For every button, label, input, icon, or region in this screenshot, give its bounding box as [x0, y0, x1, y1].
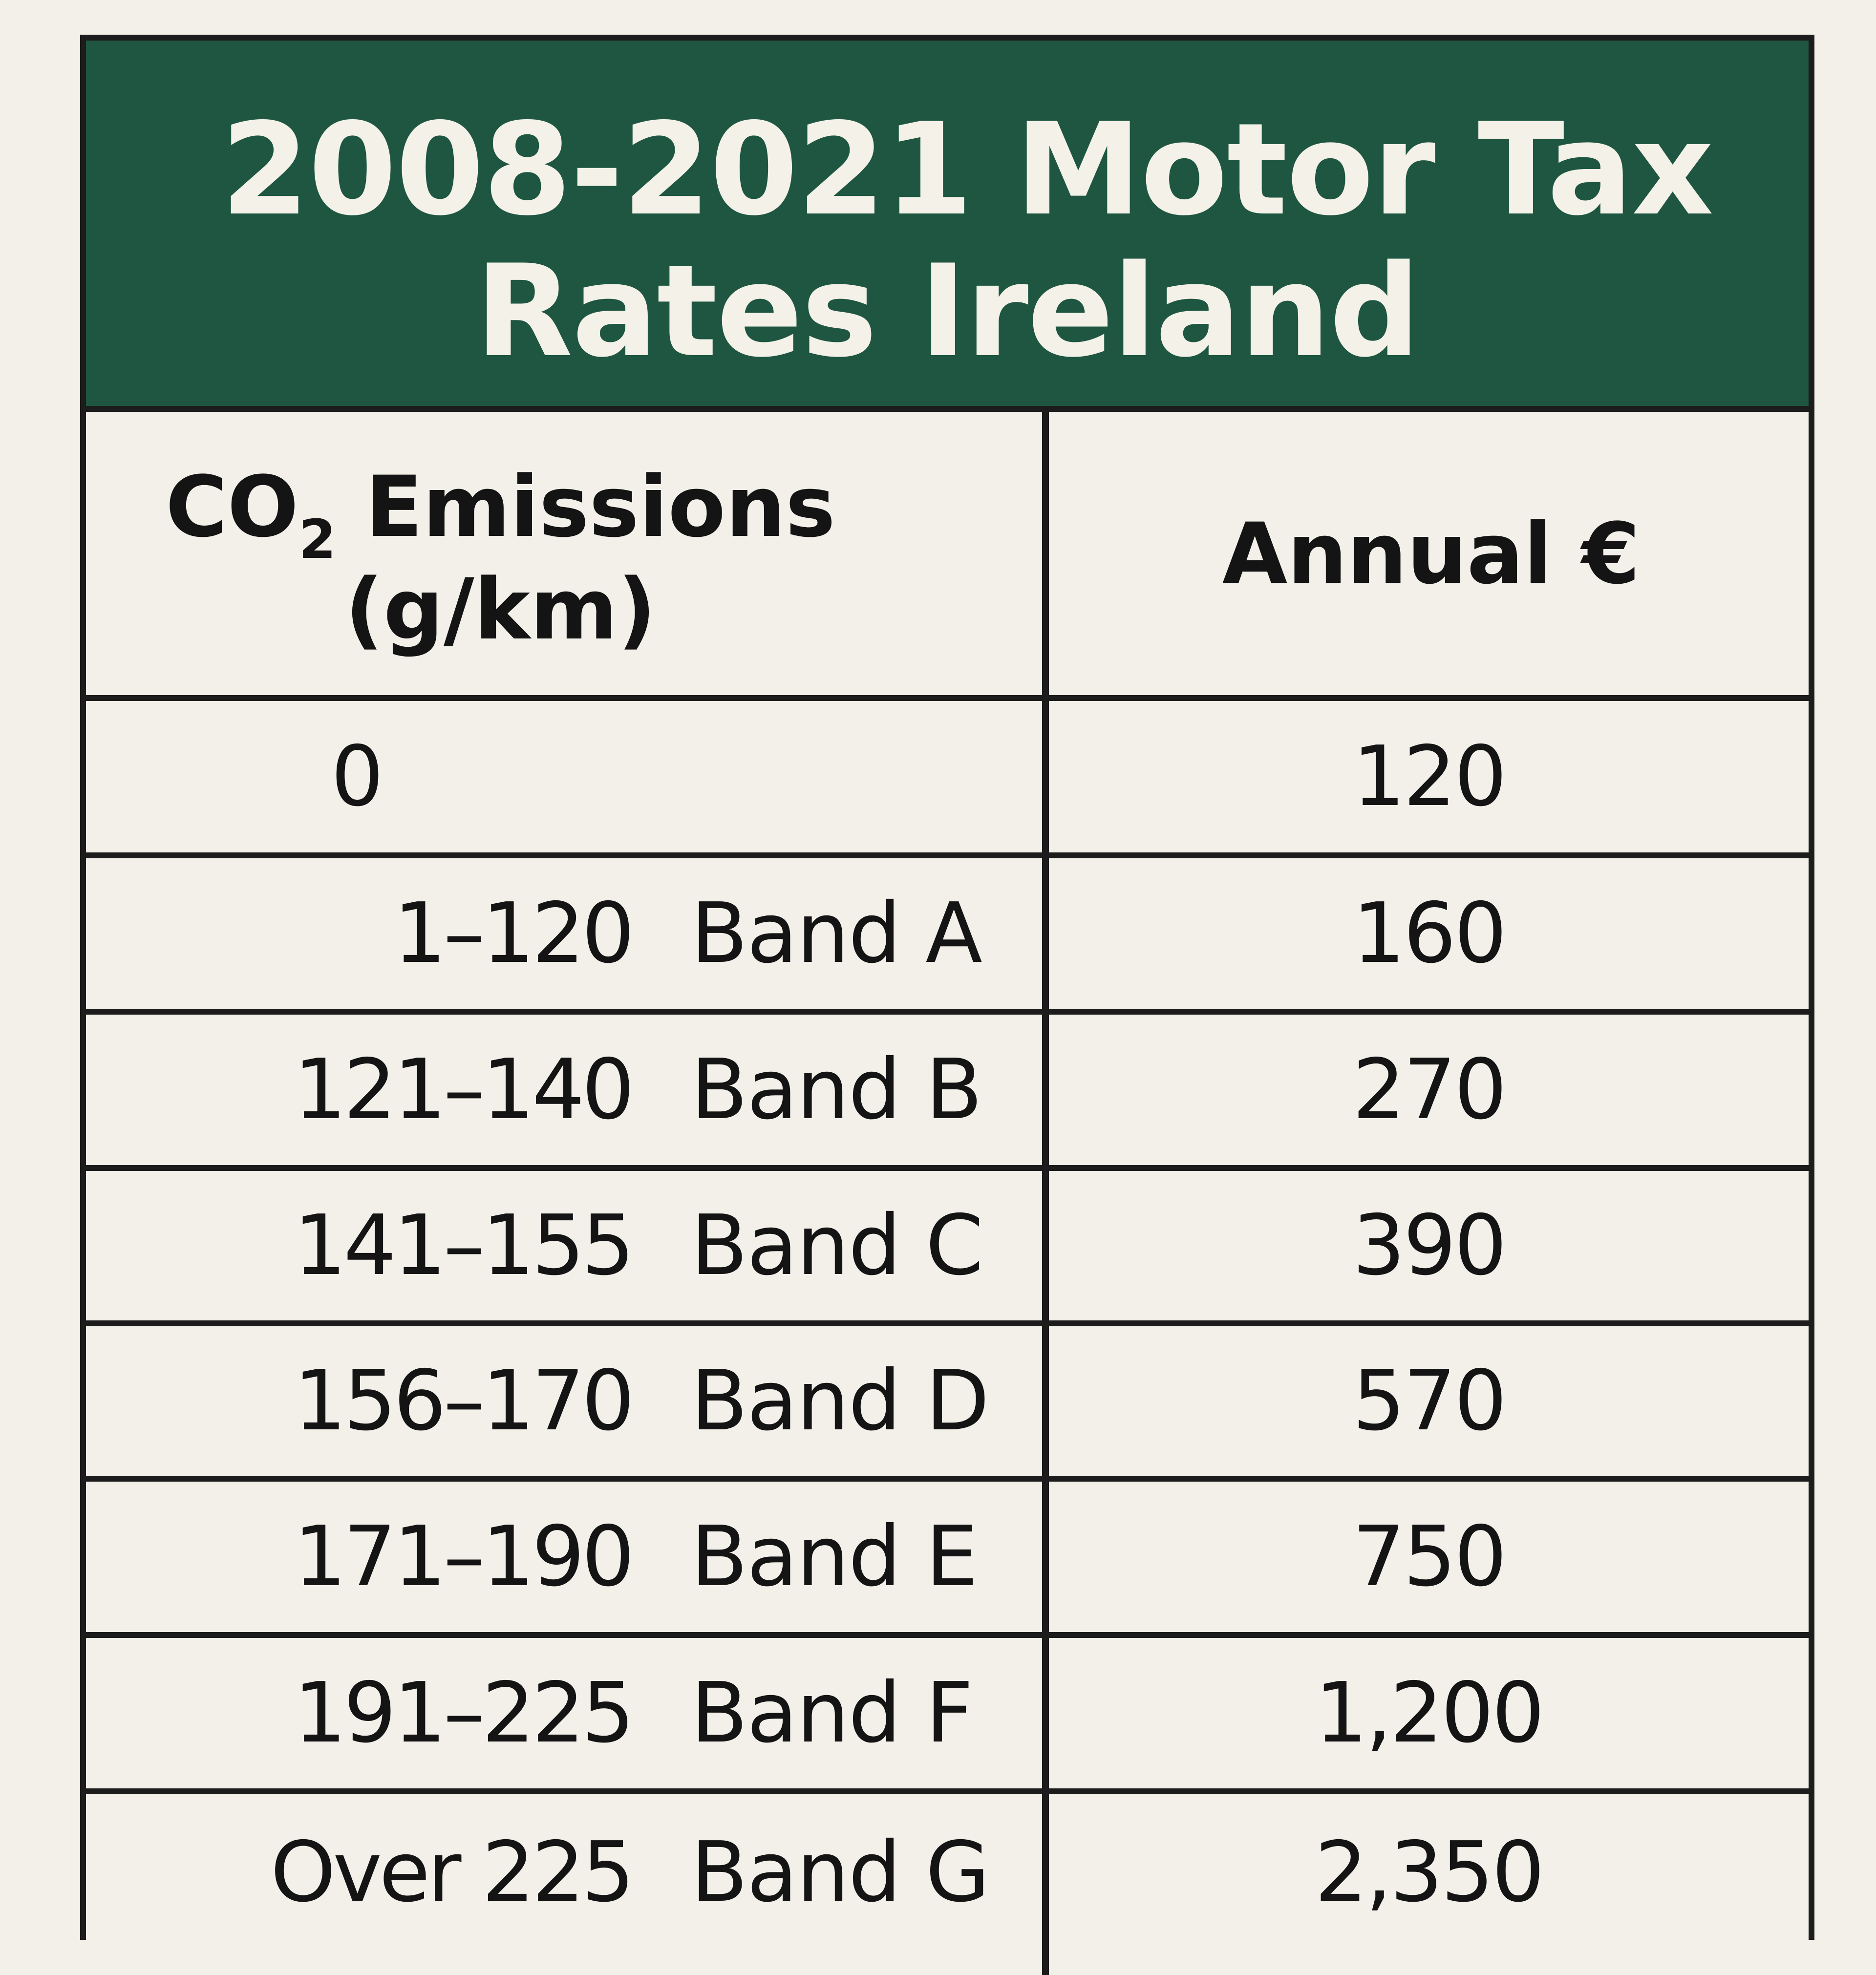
emissions-cell: 121–140 Band B [86, 1015, 1042, 1165]
annual-header-cell: Annual € [1049, 412, 1809, 695]
table-row: 121–140 Band B 270 [86, 1015, 1809, 1171]
title-line-1: 2008-2021 Motor Tax [221, 96, 1714, 244]
co2-header-suffix: Emissions [336, 458, 836, 556]
annual-value: 160 [1352, 885, 1507, 982]
band-label: Band E [691, 1508, 978, 1605]
emissions-range: 171–190 [294, 1508, 635, 1605]
table-row: 171–190 Band E 750 [86, 1482, 1809, 1638]
annual-cell: 1,200 [1049, 1638, 1809, 1788]
emissions-range: 191–225 [294, 1665, 635, 1762]
column-divider [1042, 412, 1049, 1975]
emissions-range: 121–140 [294, 1041, 635, 1138]
annual-cell: 390 [1049, 1171, 1809, 1320]
annual-value: 1,200 [1315, 1665, 1545, 1762]
emissions-cell: 0 [86, 701, 1042, 852]
annual-value: 2,350 [1315, 1824, 1545, 1921]
emissions-cell: 1–120 Band A [86, 858, 1042, 1009]
emissions-cell: 156–170 Band D [86, 1326, 1042, 1476]
annual-value: 120 [1352, 728, 1507, 825]
emissions-range: 0 [331, 728, 384, 825]
band-label: Band F [691, 1665, 973, 1762]
emissions-range: 1–120 [393, 885, 635, 982]
annual-header: Annual € [1222, 504, 1641, 603]
annual-cell: 120 [1049, 701, 1809, 852]
co2-header-cell: CO2 Emissions (g/km) [86, 412, 1042, 695]
page-title: 2008-2021 Motor Tax Rates Ireland [86, 99, 1809, 382]
table-row: Over 225 Band G 2,350 [86, 1794, 1809, 1951]
annual-value: 390 [1352, 1197, 1507, 1294]
co2-header-subscript: 2 [298, 508, 336, 571]
co2-header-units: (g/km) [345, 560, 656, 658]
emissions-cell: Over 225 Band G [86, 1794, 1042, 1951]
annual-cell: 570 [1049, 1326, 1809, 1476]
title-bar: 2008-2021 Motor Tax Rates Ireland [86, 41, 1809, 412]
emissions-range: 156–170 [294, 1353, 635, 1449]
emissions-cell: 141–155 Band C [86, 1171, 1042, 1320]
annual-cell: 160 [1049, 858, 1809, 1009]
table-row: 141–155 Band C 390 [86, 1171, 1809, 1326]
annual-cell: 750 [1049, 1482, 1809, 1632]
emissions-range: Over 225 [270, 1824, 635, 1921]
table-row: 0 120 [86, 701, 1809, 858]
annual-value: 270 [1352, 1041, 1507, 1138]
co2-header-prefix: CO [165, 458, 299, 556]
annual-value: 750 [1352, 1508, 1507, 1605]
band-label: Band G [691, 1824, 990, 1921]
emissions-cell: 171–190 Band E [86, 1482, 1042, 1632]
table-row: 191–225 Band F 1,200 [86, 1638, 1809, 1794]
band-label: Band B [691, 1041, 982, 1138]
emissions-range: 141–155 [294, 1197, 635, 1294]
band-label: Band D [691, 1353, 989, 1449]
band-label: Band A [691, 885, 982, 982]
annual-cell: 2,350 [1049, 1794, 1809, 1951]
annual-cell: 270 [1049, 1015, 1809, 1165]
emissions-cell: 191–225 Band F [86, 1638, 1042, 1788]
motor-tax-table: 2008-2021 Motor Tax Rates Ireland CO2 Em… [80, 35, 1814, 1975]
table-row: 1–120 Band A 160 [86, 858, 1809, 1015]
table-header-row: CO2 Emissions (g/km) Annual € [86, 412, 1809, 701]
title-line-2: Rates Ireland [475, 238, 1421, 385]
band-label: Band C [691, 1197, 983, 1294]
annual-value: 570 [1352, 1353, 1507, 1449]
co2-header: CO2 Emissions (g/km) [166, 446, 962, 661]
table-row: 156–170 Band D 570 [86, 1326, 1809, 1482]
